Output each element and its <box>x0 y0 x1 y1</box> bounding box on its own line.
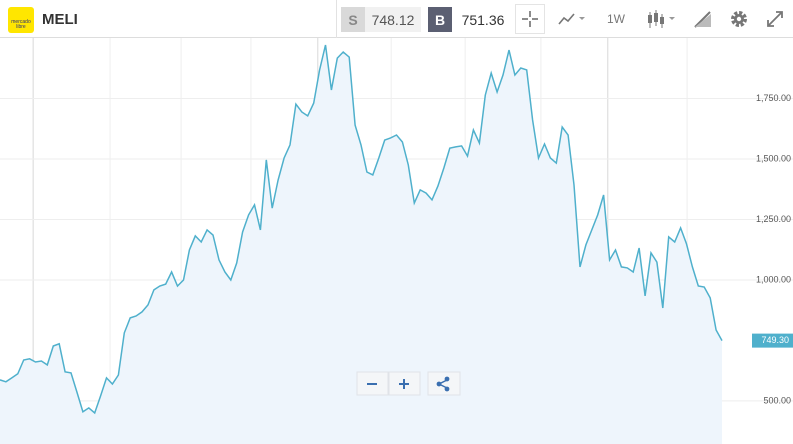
zoom-in-button-icon <box>399 379 409 389</box>
sell-price[interactable]: 748.12 <box>365 7 421 32</box>
buy-button[interactable]: B <box>428 7 452 32</box>
y-tick-label: 1,000.00 <box>756 274 791 284</box>
share-button[interactable] <box>427 371 461 396</box>
symbol: MELI <box>42 10 78 28</box>
share-icon-dot <box>444 386 450 392</box>
logo: mercado libre <box>8 7 34 33</box>
sell-button[interactable]: S <box>341 7 365 32</box>
interval-button[interactable]: 1W <box>607 12 625 26</box>
toolbar: mercado libre MELI S 748.12 B 751.36 1W <box>0 0 793 38</box>
buy-price[interactable]: 751.36 <box>461 11 505 28</box>
last-price-box <box>752 333 793 348</box>
y-tick-label: 1,250.00 <box>756 214 791 224</box>
draw-button[interactable] <box>688 4 718 34</box>
draw-icon <box>694 11 711 28</box>
price-line <box>0 44 723 415</box>
divider <box>336 0 337 38</box>
crosshair-button[interactable] <box>515 4 545 34</box>
chart: 2020AprJulOct2021AprJulOct2022Apr500.001… <box>0 38 793 444</box>
expand-icon <box>767 11 783 27</box>
candle-button[interactable] <box>641 4 681 34</box>
line-icon <box>558 13 585 25</box>
last-price-label: 749.30 <box>761 335 789 345</box>
share-icon-dot <box>436 381 442 387</box>
gear-icon <box>731 11 747 27</box>
candle-icon <box>648 10 675 28</box>
chart-type-button[interactable] <box>552 4 592 34</box>
y-tick-label: 500.00 <box>763 395 791 405</box>
y-tick-label: 1,750.00 <box>756 93 791 103</box>
settings-button[interactable] <box>724 4 754 34</box>
y-tick-label: 1,500.00 <box>756 153 791 163</box>
fullscreen-button[interactable] <box>760 4 790 34</box>
share-icon-dot <box>444 376 450 382</box>
area <box>0 45 722 444</box>
crosshair-icon <box>522 11 538 27</box>
